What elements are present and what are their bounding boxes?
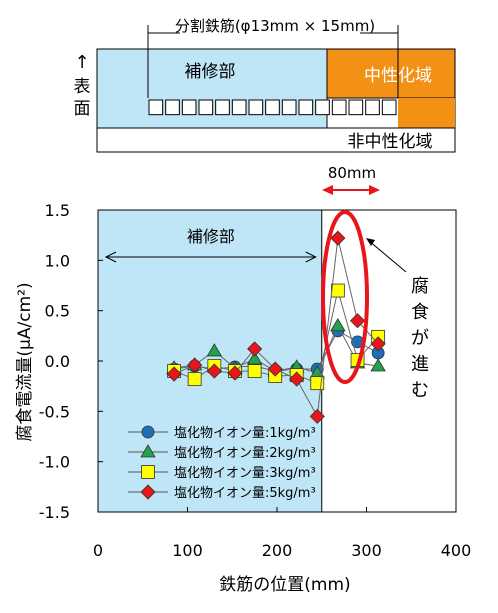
x-tick-label: 0: [93, 541, 103, 560]
distance-label: 80mm: [328, 164, 376, 182]
data-point: [309, 408, 325, 424]
rebar-segment: [381, 99, 397, 116]
distance-arrow-left-icon: [322, 185, 333, 195]
repair-region-label: 補修部: [187, 227, 235, 246]
rebar-segment: [215, 99, 230, 116]
data-point: [246, 351, 263, 365]
y-tick-label: -1.5: [39, 503, 70, 522]
series-4: [166, 230, 386, 424]
legend-label: 塩化物イオン量:1kg/m³: [174, 426, 316, 441]
repair-zone: [96, 48, 328, 129]
rebar-segment: [315, 99, 330, 116]
x-tick-label: 300: [351, 541, 382, 560]
y-tick-label: -1.0: [39, 453, 70, 472]
axis-ticks: 0 100 200 300 400 1.5 1.0 0.5 0.0 -0.5 -1.0 -1.5: [39, 201, 471, 560]
distance-indicator: 80mm: [322, 164, 380, 195]
legend-marker: [140, 484, 156, 500]
data-point: [330, 230, 346, 246]
data-point: [330, 317, 346, 332]
annotation-pointer: [367, 239, 407, 273]
legend-label: 塩化物イオン量:3kg/m³: [174, 466, 316, 481]
repair-label: 補修部: [185, 62, 236, 82]
legend-marker: [141, 425, 155, 439]
y-tick-label: 1.5: [45, 201, 70, 220]
rebar-segment: [281, 99, 297, 116]
rebar-segment: [265, 99, 280, 116]
rebar-segment: [181, 99, 197, 116]
rebar-segment: [248, 99, 264, 116]
y-tick-label: 1.0: [45, 251, 70, 270]
data-point: [206, 363, 222, 379]
y-tick-label: 0.0: [45, 352, 70, 371]
repair-region-arrow: [104, 251, 317, 263]
rebar-segment: [331, 99, 347, 116]
data-point: [206, 343, 223, 357]
data-point: [247, 364, 262, 378]
legend-marker: [141, 465, 155, 479]
annotation-char: 進: [411, 354, 429, 375]
data-point: [370, 358, 386, 372]
data-point: [187, 357, 203, 373]
series-layer: [166, 230, 386, 424]
data-point: [267, 361, 283, 377]
rebar-segment: [298, 99, 314, 116]
surface-label-1: 表: [74, 77, 91, 97]
x-tick-label: 400: [441, 541, 472, 560]
non-neutralized-label: 非中性化域: [348, 132, 433, 152]
chart: 補修部 0 100 200 300 400 1.5 1.0 0.5 0.0 -0.5 -1.0 -1.…: [15, 201, 471, 595]
legend-label: 塩化物イオン量:5kg/m³: [174, 486, 316, 501]
neutralized-label: 中性化域: [364, 66, 432, 86]
corrosion-highlight-ellipse: [321, 210, 369, 384]
rebar-segment: [231, 99, 247, 116]
legend: 塩化物イオン量:1kg/m³ 塩化物イオン量:2kg/m³ 塩化物イオン量:3kg/…: [128, 425, 316, 501]
y-tick-label: 0.5: [45, 302, 70, 321]
neutralized-zone-lower: [398, 98, 455, 128]
data-point: [227, 365, 243, 381]
annotation-char: 食: [411, 302, 429, 323]
rebar-segment: [148, 99, 164, 116]
y-tick-label: -0.5: [39, 402, 70, 421]
data-point: [330, 283, 345, 298]
data-point: [349, 313, 366, 329]
rebar-diagram: 分割鉄筋(φ13mm × 15mm) 補修部 中性化域 非中性化域 ↑ 表 面: [74, 17, 456, 153]
x-axis-label: 鉄筋の位置(mm): [219, 575, 350, 595]
distance-arrow-right-icon: [369, 185, 380, 195]
data-point: [247, 341, 263, 357]
annotation-pointer-arrow-icon: [366, 238, 375, 246]
annotation-char: 腐: [411, 276, 429, 297]
data-point: [187, 372, 202, 387]
legend-marker: [140, 444, 156, 458]
annotation-char: む: [411, 380, 429, 401]
repair-arrow-right-icon: [305, 251, 317, 263]
rebar-label: 分割鉄筋(φ13mm × 15mm): [175, 17, 375, 35]
annotation-char: が: [411, 328, 429, 349]
x-tick-label: 100: [172, 541, 203, 560]
data-point: [166, 366, 182, 382]
x-tick-label: 200: [262, 541, 293, 560]
rebar-segment: [365, 99, 380, 116]
surface-arrow-icon: ↑: [74, 52, 89, 73]
neutralized-zone: [326, 48, 456, 99]
surface-label-2: 面: [74, 99, 91, 119]
data-point: [370, 336, 386, 352]
repair-arrow-left-icon: [104, 251, 117, 263]
rebar-segment: [348, 99, 364, 116]
data-point: [289, 371, 305, 387]
rebar-segment: [198, 99, 214, 116]
y-axis-label: 腐食電流量(μA/cm²): [15, 282, 35, 441]
rebar-segment: [165, 99, 180, 116]
rebar-segments: [148, 99, 397, 116]
legend-label: 塩化物イオン量:2kg/m³: [174, 446, 316, 461]
